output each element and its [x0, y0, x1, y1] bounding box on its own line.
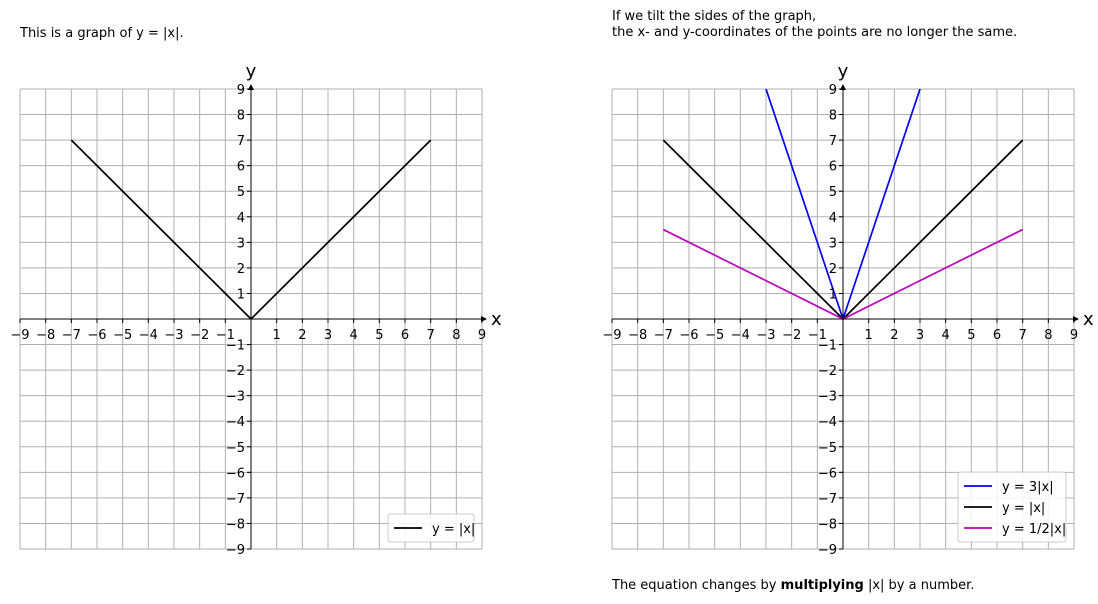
y-tick-label: 3: [829, 236, 837, 251]
y-tick-label: −3: [226, 390, 245, 405]
x-axis-label: x: [1083, 309, 1094, 330]
x-tick-label: −8: [36, 328, 55, 343]
x-tick-label: 7: [427, 328, 435, 343]
x-tick-label: 2: [298, 328, 306, 343]
y-tick-label: −4: [818, 415, 837, 430]
legend-label: y = 3|x|: [1002, 480, 1054, 495]
x-tick-label: −4: [139, 328, 158, 343]
y-tick-label: −6: [818, 466, 837, 481]
bottom-caption: The equation changes by multiplying |x| …: [612, 578, 974, 594]
y-tick-label: 2: [829, 262, 837, 277]
bottom-caption-end: |x| by a number.: [863, 578, 975, 593]
x-tick-label: 1: [865, 328, 873, 343]
x-tick-label: −9: [602, 328, 621, 343]
x-axis-label: x: [491, 309, 502, 330]
y-tick-label: 2: [237, 262, 245, 277]
x-tick-label: −3: [164, 328, 183, 343]
x-tick-label: −9: [10, 328, 29, 343]
y-tick-label: −8: [818, 517, 837, 532]
x-tick-label: 3: [916, 328, 924, 343]
y-tick-label: −7: [818, 492, 837, 507]
y-tick-label: −2: [818, 364, 837, 379]
x-tick-label: −3: [756, 328, 775, 343]
y-tick-label: −3: [818, 390, 837, 405]
x-tick-label: −2: [190, 328, 209, 343]
y-tick-label: 6: [237, 160, 245, 175]
y-tick-label: 1: [829, 287, 837, 302]
bottom-caption-emphasis: multiplying: [780, 578, 864, 593]
y-tick-label: 6: [829, 160, 837, 175]
x-tick-label: 9: [478, 328, 486, 343]
y-tick-label: 7: [829, 134, 837, 149]
y-tick-label: 4: [237, 211, 245, 226]
y-tick-label: 4: [829, 211, 837, 226]
x-tick-label: 6: [993, 328, 1001, 343]
y-tick-label: −5: [818, 441, 837, 456]
y-tick-label: 1: [237, 287, 245, 302]
x-tick-label: 8: [452, 328, 460, 343]
y-tick-label: −1: [226, 339, 245, 354]
y-tick-label: 8: [237, 109, 245, 124]
x-tick-label: 5: [375, 328, 383, 343]
x-tick-label: 3: [324, 328, 332, 343]
y-axis-label: y: [838, 61, 849, 82]
x-tick-label: −1: [808, 328, 827, 343]
y-tick-label: −1: [818, 339, 837, 354]
legend-label: y = 1/2|x|: [1002, 522, 1066, 537]
y-tick-label: −8: [226, 517, 245, 532]
x-tick-label: −6: [87, 328, 106, 343]
x-tick-label: −1: [216, 328, 235, 343]
x-tick-label: −5: [705, 328, 724, 343]
y-tick-label: −9: [226, 543, 245, 558]
y-tick-label: 5: [237, 185, 245, 200]
y-tick-label: −9: [818, 543, 837, 558]
x-tick-label: 7: [1019, 328, 1027, 343]
y-tick-label: 7: [237, 134, 245, 149]
legend: y = |x|: [387, 513, 475, 543]
x-tick-label: 4: [942, 328, 950, 343]
left-caption: This is a graph of y = |x|.: [20, 26, 184, 41]
right-caption-line-2: the x- and y-coordinates of the points a…: [612, 25, 1018, 40]
legend-box: [957, 471, 1067, 543]
x-tick-label: 2: [890, 328, 898, 343]
x-tick-label: −8: [628, 328, 647, 343]
x-tick-label: 6: [401, 328, 409, 343]
y-tick-label: −4: [226, 415, 245, 430]
x-tick-label: 8: [1044, 328, 1052, 343]
legend-box: [387, 513, 475, 543]
bottom-caption-start: The equation changes by: [612, 578, 781, 593]
x-tick-label: −5: [113, 328, 132, 343]
y-tick-label: −5: [226, 441, 245, 456]
right-caption-line-1: If we tilt the sides of the graph,: [612, 9, 817, 24]
y-tick-label: 9: [829, 83, 837, 98]
y-tick-label: 8: [829, 109, 837, 124]
y-tick-label: −2: [226, 364, 245, 379]
y-tick-label: −6: [226, 466, 245, 481]
y-tick-label: −7: [226, 492, 245, 507]
x-tick-label: 5: [967, 328, 975, 343]
x-tick-label: −7: [654, 328, 673, 343]
legend: y = 3|x| y = |x| y = 1/2|x|: [957, 471, 1067, 543]
y-tick-label: 3: [237, 236, 245, 251]
x-tick-label: −4: [731, 328, 750, 343]
x-tick-label: −7: [62, 328, 81, 343]
x-tick-label: −6: [679, 328, 698, 343]
y-axis-label: y: [246, 61, 257, 82]
right-caption: If we tilt the sides of the graph, the x…: [612, 9, 1017, 41]
x-tick-label: −2: [782, 328, 801, 343]
x-tick-label: 9: [1070, 328, 1078, 343]
x-tick-label: 1: [273, 328, 281, 343]
legend-label: y = |x|: [1002, 501, 1045, 516]
y-tick-label: 5: [829, 185, 837, 200]
x-tick-label: 4: [350, 328, 358, 343]
legend-label: y = |x|: [432, 522, 475, 537]
y-tick-label: 9: [237, 83, 245, 98]
